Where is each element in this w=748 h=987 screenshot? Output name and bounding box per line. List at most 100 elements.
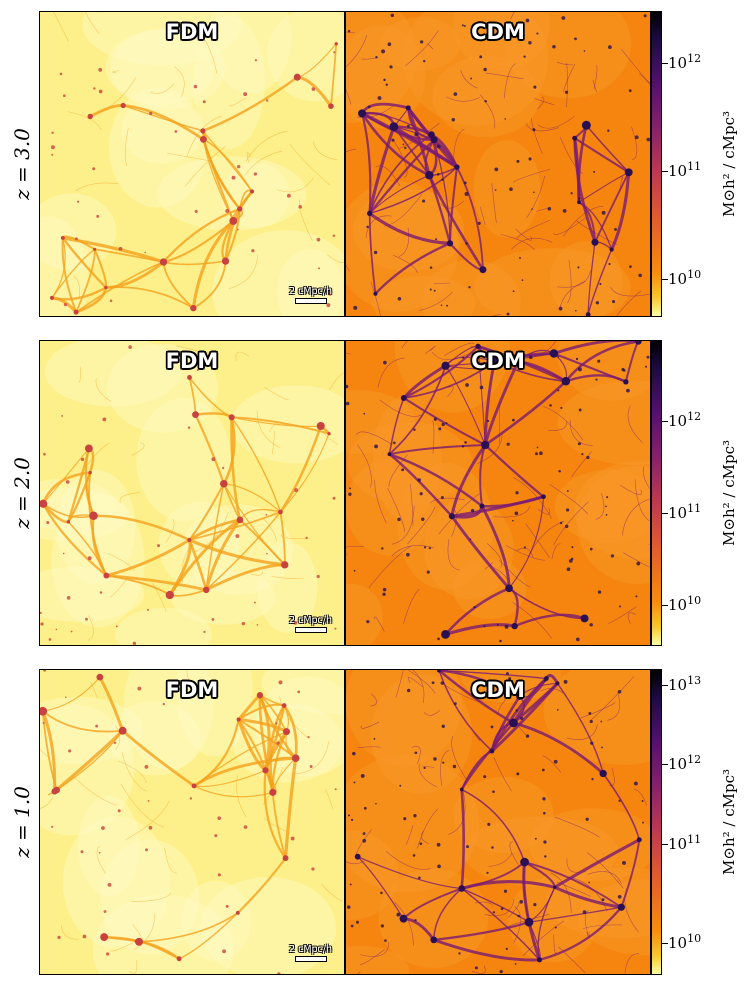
halo-node — [561, 377, 571, 386]
small-halo — [421, 517, 425, 521]
small-halo — [483, 775, 487, 779]
void-region — [577, 879, 650, 956]
filament — [162, 207, 241, 263]
filament — [123, 104, 205, 141]
cdm-panel-title: CDM — [471, 678, 525, 702]
small-halo — [318, 267, 321, 270]
fine-filament — [346, 546, 364, 548]
small-halo — [334, 627, 337, 630]
small-halo — [532, 191, 535, 194]
fine-filament — [522, 920, 565, 957]
small-halo — [147, 800, 150, 802]
small-halo — [352, 751, 356, 756]
scale-bar-label: 2 cMpc/h — [289, 944, 332, 955]
halo-node — [623, 379, 629, 385]
filament — [357, 856, 405, 919]
small-halo — [51, 131, 54, 134]
fine-filament — [559, 280, 586, 310]
small-halo — [577, 266, 580, 269]
small-halo — [461, 445, 465, 448]
small-halo — [332, 496, 336, 500]
tick-exponent: 12 — [687, 52, 702, 65]
fine-filament — [346, 89, 352, 105]
small-halo — [436, 842, 441, 847]
fine-filament — [150, 83, 175, 94]
fine-filament — [474, 901, 493, 906]
halo-node — [505, 584, 513, 593]
void-region — [193, 15, 265, 149]
halo-node — [536, 957, 542, 963]
fine-filament — [516, 219, 550, 240]
halo-node — [387, 452, 392, 457]
halo-node — [262, 767, 269, 774]
small-halo — [628, 89, 632, 93]
filament — [460, 750, 493, 791]
halo-node — [591, 238, 599, 246]
colorbar-tick-label: 1010 — [668, 268, 701, 288]
halo-node — [235, 910, 240, 915]
fine-filament — [624, 888, 639, 933]
halo-node — [327, 432, 331, 436]
small-halo — [433, 417, 437, 421]
tick-exponent: 11 — [687, 502, 702, 515]
fine-filament — [537, 96, 545, 110]
small-halo — [626, 388, 630, 393]
small-halo — [42, 722, 45, 724]
fine-filament — [356, 431, 393, 445]
halo-node — [89, 511, 98, 521]
filament — [553, 341, 639, 355]
halo-node — [425, 171, 434, 180]
filament — [280, 433, 330, 513]
small-halo — [442, 761, 445, 764]
small-halo — [113, 741, 117, 744]
small-halo — [451, 117, 456, 122]
fine-filament — [432, 420, 435, 454]
colorbar-tick — [662, 279, 668, 280]
fine-filament — [202, 36, 218, 74]
halo-node — [479, 503, 485, 509]
halo-node — [93, 247, 97, 251]
filament — [263, 770, 287, 859]
small-halo — [346, 401, 350, 406]
redshift-label: z = 3.0 — [4, 11, 40, 317]
fine-filament — [411, 746, 421, 764]
small-halo — [265, 99, 269, 102]
colorbar-tick-label: 1012 — [668, 753, 701, 773]
void-region — [136, 398, 231, 521]
small-halo — [599, 282, 602, 286]
small-halo — [646, 137, 650, 142]
small-halo — [618, 605, 622, 608]
filament — [564, 341, 639, 383]
fine-filament — [425, 345, 436, 354]
cdm-density-map — [346, 670, 650, 974]
fine-filament — [263, 767, 284, 805]
halo-node — [269, 788, 277, 796]
colorbar-tick — [662, 513, 668, 514]
small-halo — [542, 797, 546, 801]
filament — [445, 365, 486, 446]
small-halo — [211, 457, 216, 462]
fine-filament — [548, 421, 568, 431]
fine-filament — [416, 808, 438, 849]
fine-filament — [392, 505, 415, 545]
filament — [75, 287, 108, 314]
fine-filament — [90, 681, 98, 699]
void-region — [346, 945, 410, 974]
small-halo — [429, 266, 433, 269]
fine-filament — [250, 570, 264, 576]
small-halo — [574, 309, 577, 312]
void-region — [549, 241, 623, 316]
small-halo — [504, 118, 507, 120]
small-halo — [293, 620, 298, 625]
filament — [610, 172, 631, 251]
fdm-panel-title: FDM — [165, 349, 219, 373]
void-region — [181, 880, 251, 961]
fine-filament — [375, 165, 401, 187]
halo-node — [328, 103, 334, 109]
halo-node — [96, 673, 104, 681]
small-halo — [441, 422, 445, 427]
small-halo — [134, 939, 138, 944]
small-halo — [374, 444, 378, 449]
halo-node — [490, 357, 499, 366]
colorbar-tick-label: 1010 — [668, 594, 701, 614]
